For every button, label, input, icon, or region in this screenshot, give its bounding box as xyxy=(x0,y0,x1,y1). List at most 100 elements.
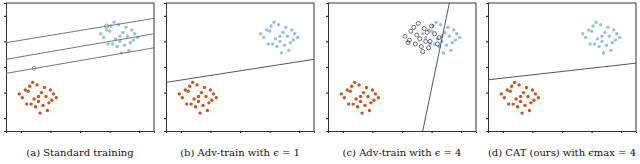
tick-mark xyxy=(50,131,51,133)
boundary-line xyxy=(423,3,450,131)
tick xyxy=(486,67,488,68)
caption: (c) Adv-train with ϵ = 4 xyxy=(343,147,462,158)
point xyxy=(46,109,49,112)
point xyxy=(448,35,451,38)
tick xyxy=(4,118,6,119)
axis-line xyxy=(326,4,329,132)
point xyxy=(201,104,204,107)
tick-mark xyxy=(486,67,488,68)
point xyxy=(362,91,365,94)
tick-mark xyxy=(461,131,462,133)
point xyxy=(509,90,512,93)
tick xyxy=(621,131,622,133)
point xyxy=(52,92,55,95)
axis-line xyxy=(4,4,7,132)
point xyxy=(192,97,195,100)
point xyxy=(606,26,609,29)
point xyxy=(266,42,269,45)
point xyxy=(292,38,295,41)
point xyxy=(594,21,597,24)
boundary-line xyxy=(6,34,154,60)
point xyxy=(446,26,449,29)
tick xyxy=(372,131,373,133)
axis-line xyxy=(489,132,637,134)
point xyxy=(37,95,40,98)
point xyxy=(215,96,218,99)
point xyxy=(507,102,510,105)
point xyxy=(369,101,372,104)
point xyxy=(343,96,346,99)
tick-mark xyxy=(326,41,328,42)
point xyxy=(212,92,215,95)
point xyxy=(403,34,407,38)
axis-line xyxy=(164,4,167,132)
point-group xyxy=(32,24,109,70)
point xyxy=(274,37,277,40)
point xyxy=(204,95,207,98)
point xyxy=(44,95,47,98)
tick-mark xyxy=(326,118,328,119)
point-group xyxy=(340,81,380,115)
tick-mark xyxy=(326,16,328,17)
tick-mark xyxy=(4,118,6,119)
point xyxy=(365,86,368,89)
tick xyxy=(4,67,6,68)
tick-mark xyxy=(402,131,403,133)
point xyxy=(124,26,127,29)
plot-area xyxy=(340,3,462,131)
tick xyxy=(4,41,6,42)
point xyxy=(427,46,431,50)
point xyxy=(340,92,343,95)
point xyxy=(296,36,299,39)
point xyxy=(618,36,621,39)
point-group xyxy=(581,21,621,55)
x-axis xyxy=(167,131,315,133)
tick xyxy=(486,118,488,119)
point xyxy=(188,85,191,88)
point xyxy=(259,32,262,35)
point xyxy=(118,35,121,38)
tick-mark xyxy=(343,131,344,133)
tick xyxy=(486,93,488,94)
tick xyxy=(50,131,51,133)
axis-line xyxy=(7,132,155,134)
tick xyxy=(486,41,488,42)
tick xyxy=(326,118,328,119)
point xyxy=(439,23,442,26)
point xyxy=(357,83,360,86)
point xyxy=(346,88,349,91)
point xyxy=(374,92,377,95)
tick xyxy=(210,131,211,133)
tick-mark xyxy=(486,93,488,94)
tick-mark xyxy=(326,67,328,68)
y-axis xyxy=(326,4,329,132)
tick-mark xyxy=(164,93,166,94)
point xyxy=(590,29,593,32)
tick-mark xyxy=(372,131,373,133)
point xyxy=(130,28,133,31)
point xyxy=(605,44,608,47)
tick-mark xyxy=(4,16,6,17)
point xyxy=(99,32,102,35)
tick-mark xyxy=(240,131,241,133)
point xyxy=(412,25,416,29)
point xyxy=(609,49,612,52)
point xyxy=(40,91,43,94)
point xyxy=(21,96,24,99)
x-axis xyxy=(329,131,477,133)
point xyxy=(363,104,366,107)
point xyxy=(133,32,136,35)
point xyxy=(511,102,514,105)
point xyxy=(356,105,359,108)
point xyxy=(47,101,50,104)
tick-mark xyxy=(181,131,182,133)
point xyxy=(520,111,523,114)
tick xyxy=(486,16,488,17)
point xyxy=(189,102,192,105)
point xyxy=(132,38,135,41)
caption: (d) CAT (ours) with ϵmax = 4 xyxy=(488,147,636,158)
point xyxy=(50,99,53,102)
point xyxy=(203,86,206,89)
plot-area xyxy=(6,18,154,114)
tick xyxy=(461,131,462,133)
